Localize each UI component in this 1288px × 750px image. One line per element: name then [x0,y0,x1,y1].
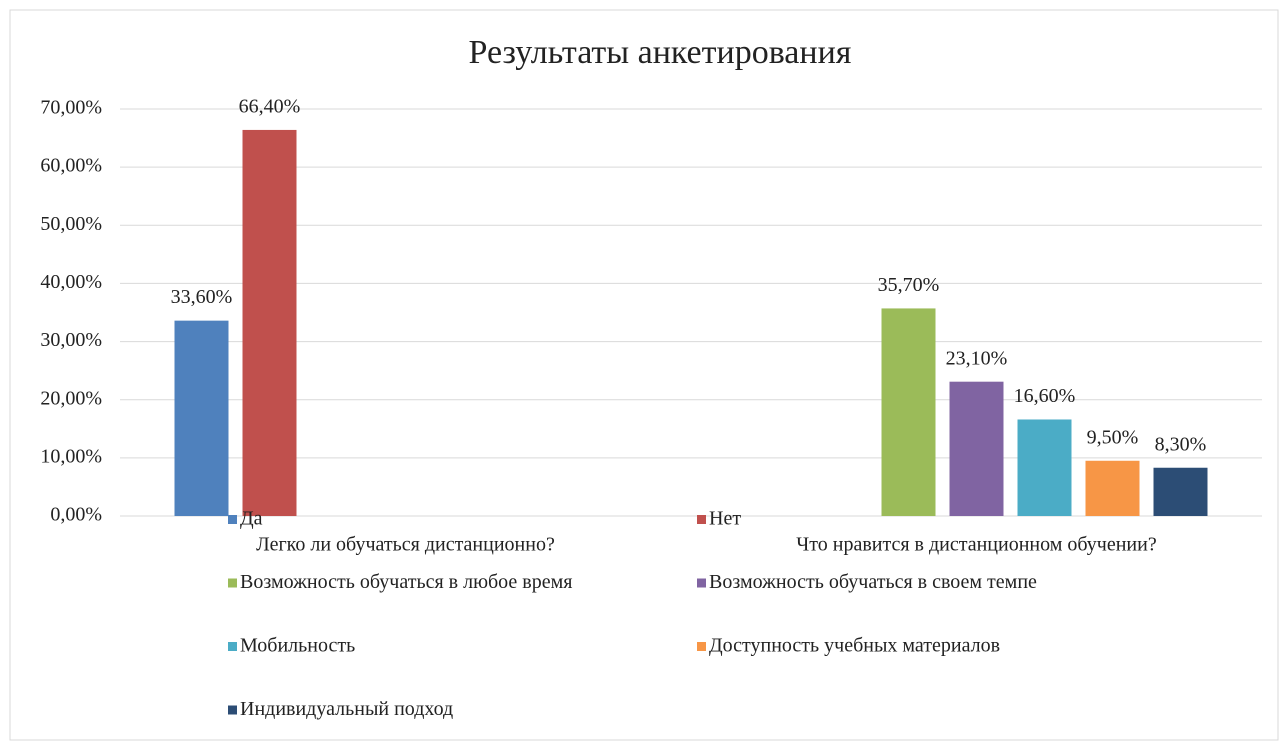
legend-label: Да [240,508,263,530]
value-label: 16,60% [1014,385,1076,407]
bar [1153,467,1208,516]
legend-label: Мобильность [240,635,355,657]
legend-label: Доступность учебных материалов [709,635,1000,657]
legend-label: Нет [709,508,741,530]
legend-swatch [228,515,237,524]
legend-swatch [697,642,706,651]
value-label: 9,50% [1087,426,1139,448]
y-tick-label: 30,00% [40,329,102,351]
legend-swatch [697,515,706,524]
legend-swatch [228,705,237,715]
y-tick-label: 40,00% [40,271,102,293]
y-tick-label: 50,00% [40,213,102,235]
y-tick-label: 70,00% [40,97,102,119]
bar [881,308,936,516]
legend-swatch [697,578,706,588]
bar [949,381,1004,516]
bar [1085,460,1140,516]
value-label: 66,40% [239,96,301,118]
x-tick-label: Легко ли обучаться дистанционно? [256,534,555,556]
y-tick-label: 0,00% [50,504,102,526]
x-tick-label: Что нравится в дистанционном обучении? [796,534,1157,556]
bar [174,320,229,516]
y-tick-label: 60,00% [40,155,102,177]
legend-swatch [228,642,237,651]
value-label: 23,10% [946,347,1008,369]
legend-label: Возможность обучаться в любое время [240,571,572,593]
bar [242,129,297,516]
value-label: 35,70% [878,274,940,296]
y-tick-label: 10,00% [40,445,102,467]
y-tick-label: 20,00% [40,387,102,409]
value-label: 33,60% [171,286,233,308]
value-label: 8,30% [1155,433,1207,455]
bar [1017,419,1072,516]
legend-swatch [228,578,237,588]
legend-label: Возможность обучаться в своем темпе [709,571,1037,593]
legend-label: Индивидуальный подход [240,698,453,720]
chart-title: Результаты анкетирования [469,34,852,71]
